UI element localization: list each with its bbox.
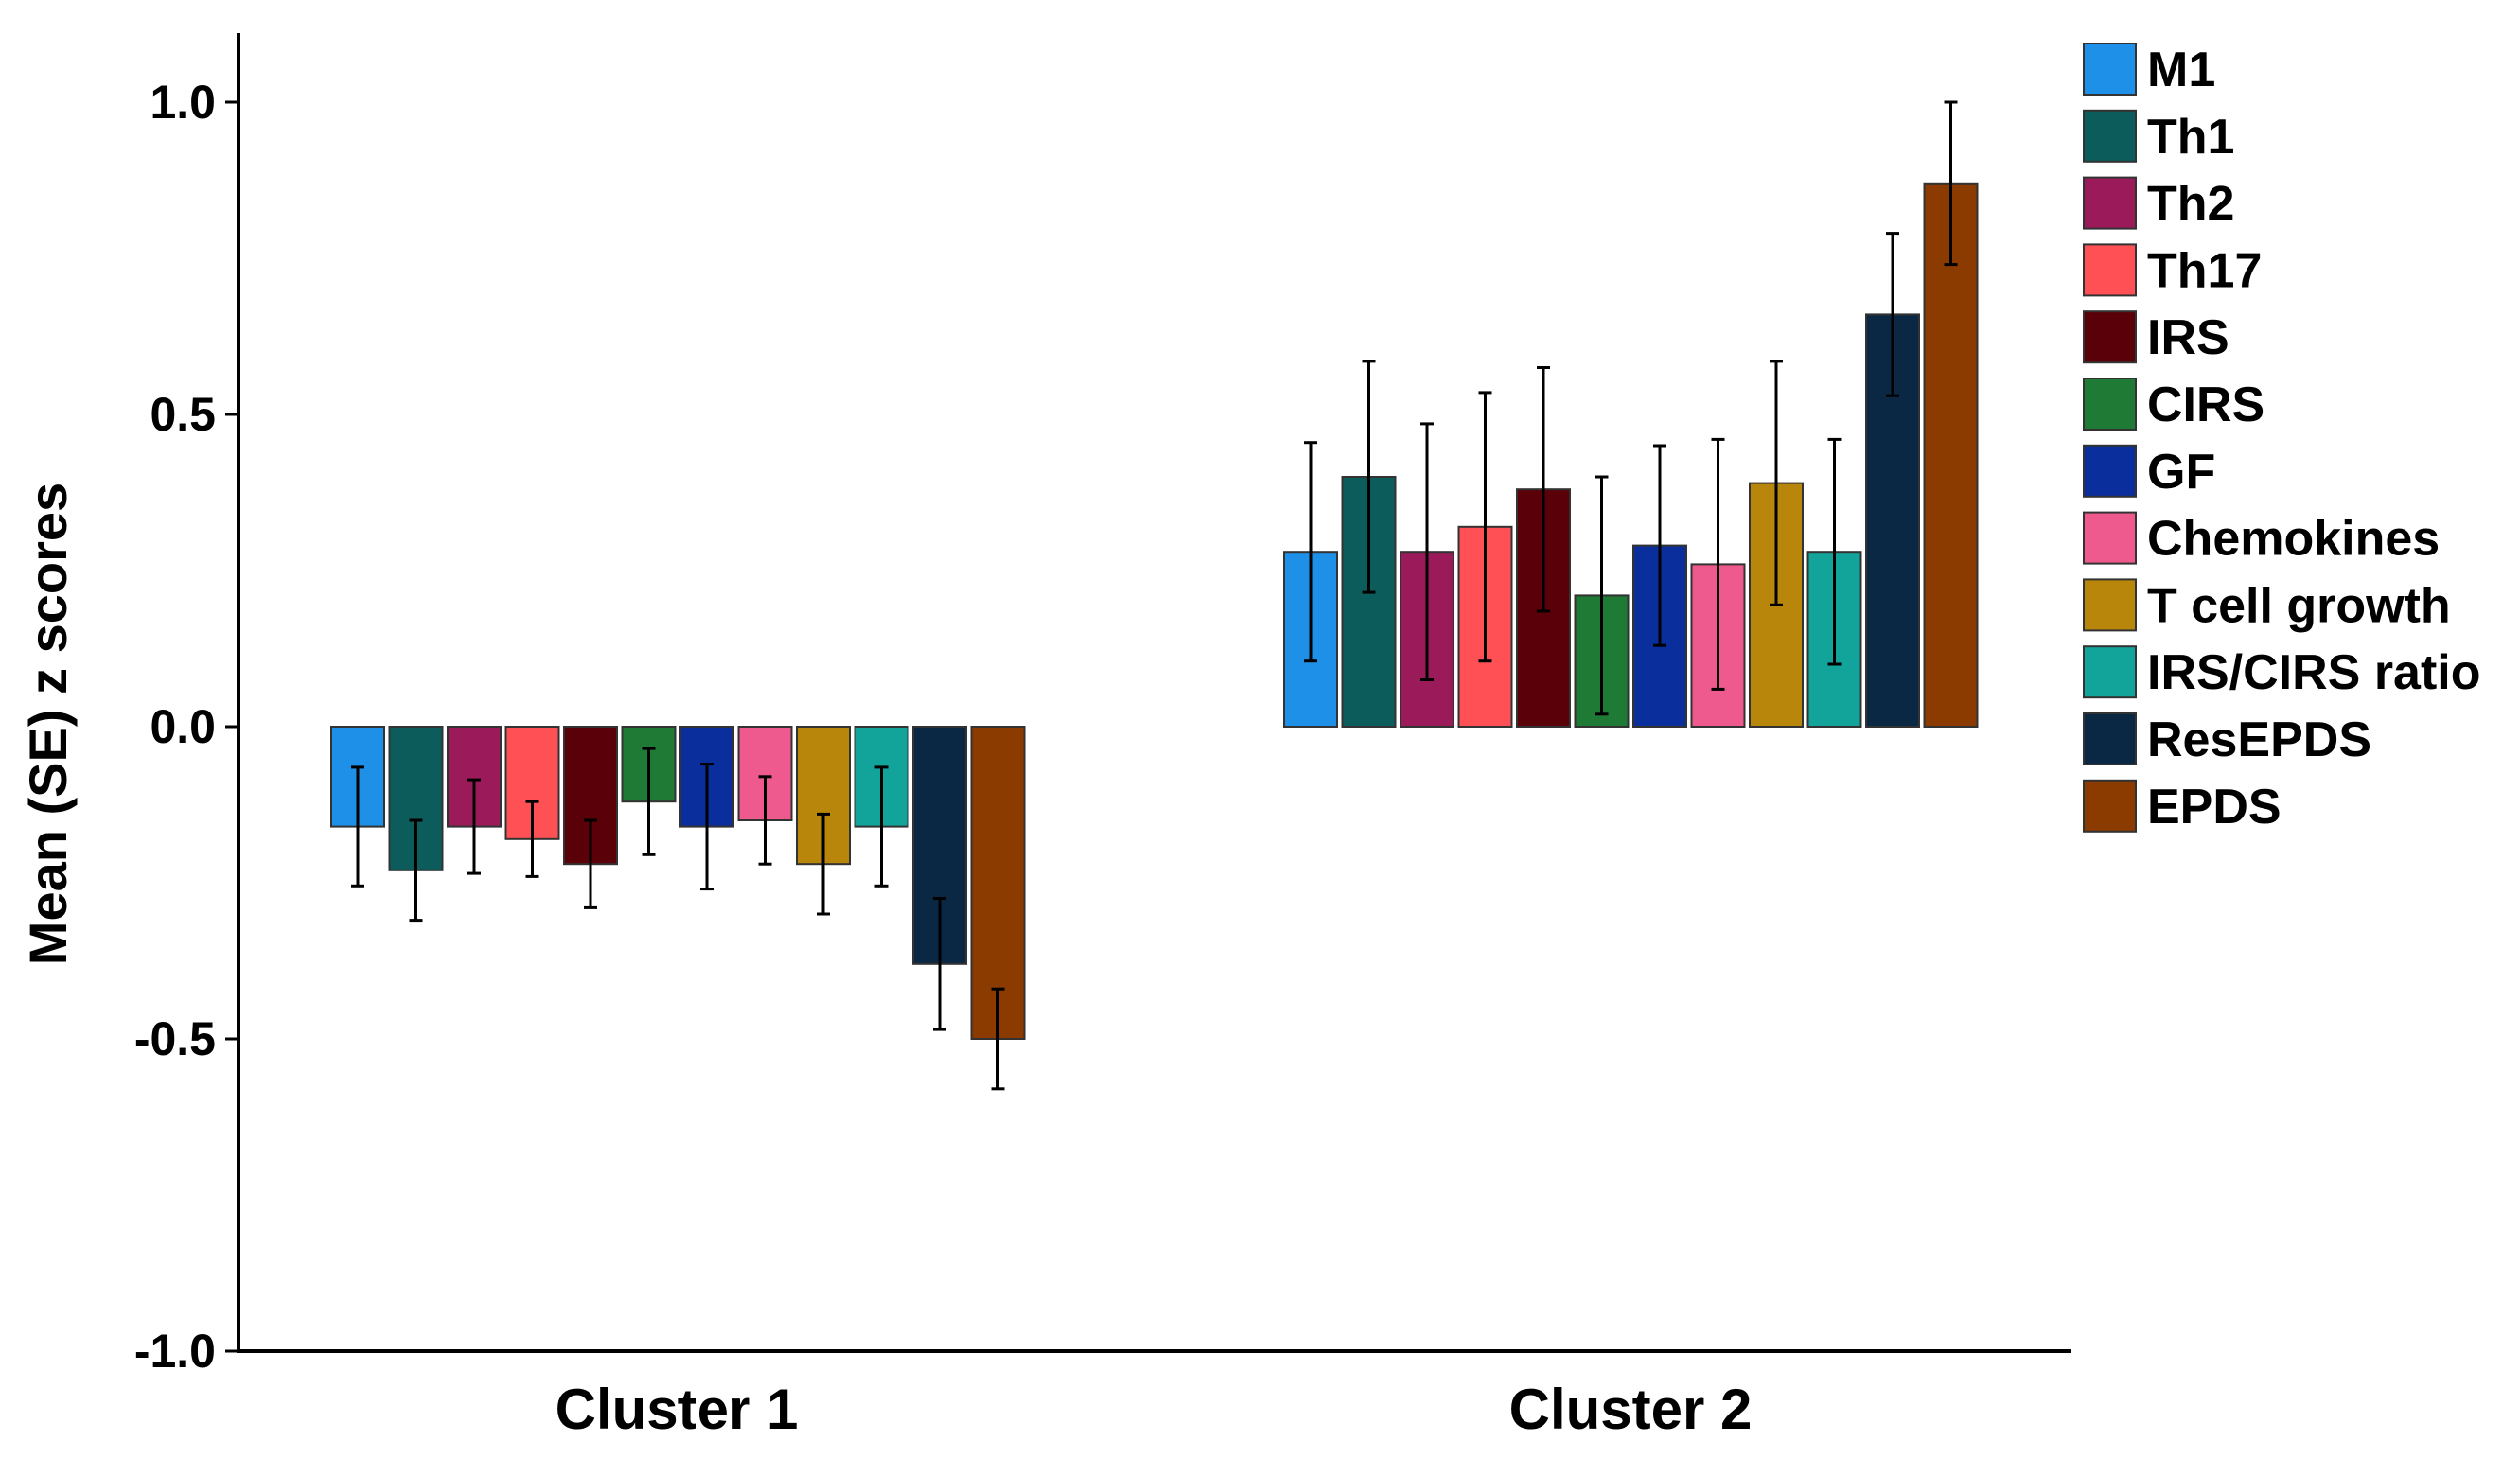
y-tick-label: -1.0	[134, 1325, 216, 1378]
category-label: Cluster 2	[1509, 1378, 1753, 1441]
legend-swatch	[2083, 578, 2137, 632]
legend-swatch	[2083, 712, 2137, 765]
legend-item: Th2	[2083, 176, 2234, 232]
legend-label: T cell growth	[2147, 578, 2451, 633]
legend-label: Th17	[2147, 243, 2262, 298]
legend-swatch	[2083, 444, 2137, 498]
legend-swatch	[2083, 310, 2137, 364]
legend-item: ResEPDS	[2083, 712, 2371, 767]
legend-label: CIRS	[2147, 378, 2264, 432]
category-labels: Cluster 1 Cluster 2	[555, 1378, 1753, 1441]
cluster-group	[330, 726, 1026, 1091]
legend-swatch	[2083, 378, 2137, 431]
legend-item: T cell growth	[2083, 578, 2451, 633]
bar	[970, 726, 1026, 1040]
legend-item: CIRS	[2083, 378, 2264, 432]
legend-label: Th2	[2147, 177, 2234, 232]
legend-item: Chemokines	[2083, 511, 2440, 567]
legend-item: GF	[2083, 444, 2215, 500]
legend-swatch	[2083, 779, 2137, 833]
cluster-group	[1283, 100, 1979, 729]
legend-swatch	[2083, 243, 2137, 297]
y-tick-label: 0.0	[150, 700, 216, 753]
legend-item: M1	[2083, 43, 2215, 97]
legend-label: M1	[2147, 43, 2215, 97]
legend-label: GF	[2147, 445, 2215, 500]
y-tick-label: 0.5	[150, 388, 216, 441]
legend-swatch	[2083, 511, 2137, 565]
legend-swatch	[2083, 176, 2137, 230]
bar	[796, 726, 851, 866]
legend-item: IRS	[2083, 310, 2229, 365]
legend-item: EPDS	[2083, 779, 2282, 835]
legend-label: Th1	[2147, 110, 2234, 165]
legend-label: IRS/CIRS ratio	[2147, 645, 2481, 700]
legend-item: Th1	[2083, 109, 2234, 165]
legend-swatch	[2083, 43, 2137, 96]
axes: 1.0 0.5 0.0 -0.5 -1.0 Mean (SE) z scores	[18, 33, 2071, 1378]
bar	[447, 726, 502, 828]
category-label: Cluster 1	[555, 1378, 799, 1441]
y-axis-title: Mean (SE) z scores	[18, 483, 78, 965]
legend: M1 Th1 Th2 Th17 IRS CIRS GF Chemokines T cell gr…	[2083, 43, 2481, 835]
legend-label: IRS	[2147, 310, 2229, 365]
y-tick-label: -0.5	[134, 1012, 216, 1065]
y-ticks: 1.0 0.5 0.0 -0.5 -1.0	[134, 76, 238, 1378]
legend-item: Th17	[2083, 243, 2262, 298]
legend-label: ResEPDS	[2147, 712, 2371, 767]
bar	[504, 726, 560, 840]
legend-label: Chemokines	[2147, 512, 2440, 567]
legend-item: IRS/CIRS ratio	[2083, 645, 2481, 700]
bars	[330, 100, 1979, 1091]
legend-swatch	[2083, 645, 2137, 699]
y-tick-label: 1.0	[150, 76, 216, 129]
legend-swatch	[2083, 109, 2137, 163]
legend-label: EPDS	[2147, 780, 2282, 835]
